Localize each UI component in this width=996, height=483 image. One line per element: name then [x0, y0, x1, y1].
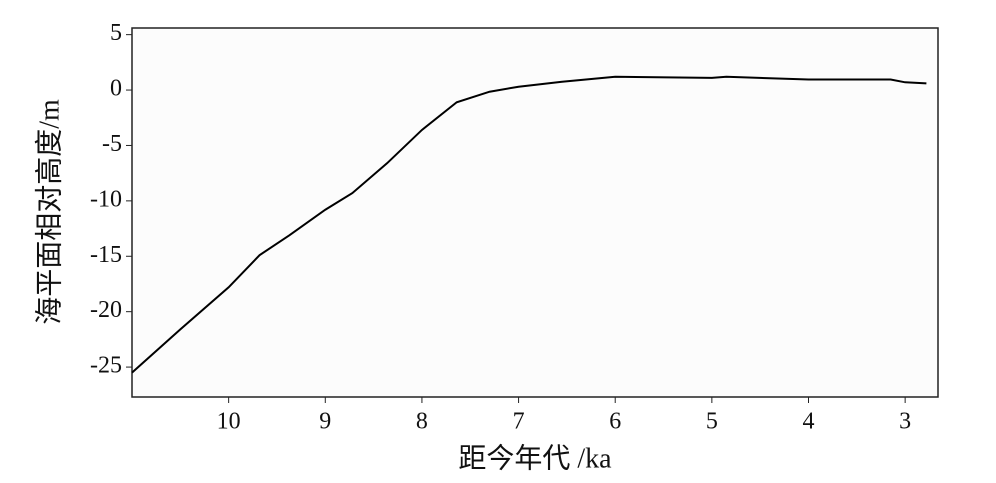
- y-tick-label: -5: [102, 131, 122, 157]
- y-tick-label: -20: [90, 297, 122, 323]
- y-tick-label: 5: [110, 20, 122, 46]
- x-tick-label: 6: [609, 409, 621, 435]
- y-axis-title: 海平面相对高度/m: [33, 99, 65, 325]
- x-tick-label: 8: [416, 409, 428, 435]
- y-tick-label: 0: [110, 76, 122, 102]
- x-tick-label: 10: [217, 409, 241, 435]
- x-tick-label: 9: [319, 409, 331, 435]
- x-tick-label: 3: [899, 409, 911, 435]
- data-line: [131, 75, 927, 374]
- x-tick-label: 5: [706, 409, 718, 435]
- y-tick-label: -10: [90, 186, 122, 212]
- x-tick-label: 4: [802, 409, 814, 435]
- y-tick-label: -15: [90, 242, 122, 268]
- x-axis-title: 距今年代 /ka: [458, 442, 612, 474]
- y-tick-label: -25: [90, 353, 122, 379]
- x-tick-label: 7: [513, 409, 525, 435]
- plot-area: [131, 27, 939, 398]
